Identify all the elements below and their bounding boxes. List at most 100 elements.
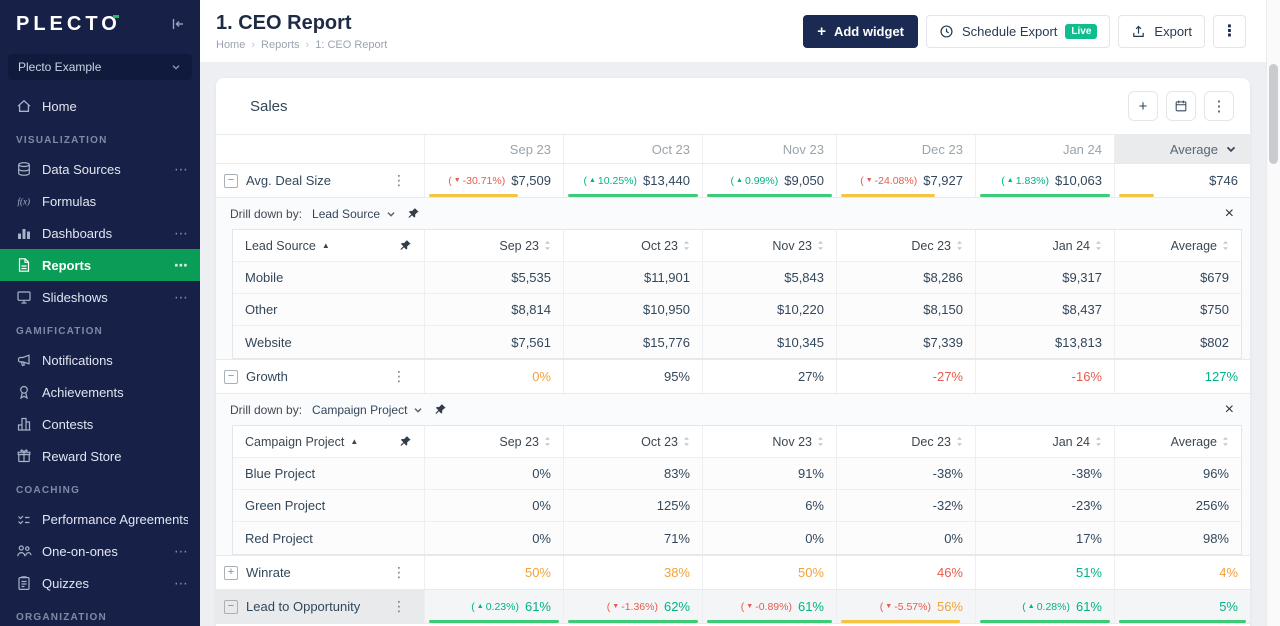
column-header-average[interactable]: Average — [1115, 135, 1250, 163]
badge-open-paren: ( — [1022, 601, 1026, 613]
item-options-icon[interactable]: ⋯ — [174, 162, 188, 176]
sidebar-item-data-sources[interactable]: Data Sources ⋯ — [0, 153, 200, 185]
drilldown-value-cell: 125% — [564, 490, 703, 521]
kebab-icon[interactable]: ⋮ — [392, 172, 416, 189]
sidebar-item-dashboards[interactable]: Dashboards⋯ — [0, 217, 200, 249]
drilldown-column-header-sep-23[interactable]: Sep 23 — [425, 426, 564, 457]
drilldown-column-header-dec-23[interactable]: Dec 23 — [837, 230, 976, 261]
sidebar-collapse-icon[interactable] — [170, 16, 186, 32]
drilldown-column-header-average[interactable]: Average — [1115, 426, 1241, 457]
drilldown-select[interactable]: Lead Source — [312, 207, 397, 221]
drilldown-column-header-nov-23[interactable]: Nov 23 — [703, 230, 837, 261]
sidebar-item-one-on-ones[interactable]: One-on-ones ⋯ — [0, 535, 200, 567]
breadcrumb-item[interactable]: Home — [216, 39, 245, 51]
column-header-sep-23[interactable]: Sep 23 — [425, 135, 564, 163]
add-widget-button[interactable]: +Add widget — [803, 15, 918, 48]
item-options-icon[interactable]: ⋯ — [174, 576, 188, 590]
reward-store-icon — [16, 448, 32, 464]
sidebar-item-label: One-on-ones — [42, 544, 118, 559]
metric-value-cell: 50% — [703, 556, 837, 589]
metric-value: 38% — [664, 565, 690, 580]
widget-plus-button[interactable]: + — [1128, 91, 1158, 121]
pin-icon[interactable] — [399, 435, 412, 448]
kebab-icon[interactable]: ⋮ — [392, 598, 416, 615]
drilldown-column-header-nov-23[interactable]: Nov 23 — [703, 426, 837, 457]
pin-icon[interactable] — [407, 207, 420, 220]
drilldown-column-header-jan-24[interactable]: Jan 24 — [976, 426, 1115, 457]
kebab-icon[interactable]: ⋮ — [392, 564, 416, 581]
widget-kebab-button[interactable]: ⋮ — [1204, 91, 1234, 121]
sidebar-item-notifications[interactable]: Notifications — [0, 344, 200, 376]
sidebar-item-quizzes[interactable]: Quizzes⋯ — [0, 567, 200, 599]
drilldown-column-header-jan-24[interactable]: Jan 24 — [976, 230, 1115, 261]
arrow-up-icon: ▲ — [736, 177, 743, 184]
sidebar-item-reports[interactable]: Reports⋯ — [0, 249, 200, 281]
more-options-button[interactable]: ⋮ — [1213, 15, 1246, 48]
workspace-selector[interactable]: Plecto Example — [8, 54, 192, 80]
change-badge: (▼ -5.57%) — [880, 601, 931, 613]
sidebar-item-slideshows[interactable]: Slideshows⋯ — [0, 281, 200, 313]
logo-text: PLECTO — [16, 13, 121, 35]
item-options-icon[interactable]: ⋯ — [174, 544, 188, 558]
drilldown-dimension-header[interactable]: Lead Source▲ — [233, 230, 425, 261]
drilldown-select[interactable]: Campaign Project — [312, 403, 424, 417]
sort-icon — [683, 436, 690, 447]
breadcrumb-item[interactable]: Reports — [261, 39, 300, 51]
sort-icon — [956, 240, 963, 251]
sidebar-item-achievements[interactable]: Achievements — [0, 376, 200, 408]
sidebar-item-contests[interactable]: Contests — [0, 408, 200, 440]
metric-label-cell[interactable]: −Avg. Deal Size⋮ — [216, 164, 425, 197]
column-header-dec-23[interactable]: Dec 23 — [837, 135, 976, 163]
drilldown-value-cell: $750 — [1115, 294, 1241, 325]
collapse-icon[interactable]: − — [224, 370, 238, 384]
scrollbar[interactable] — [1266, 0, 1280, 626]
progress-bar — [841, 194, 935, 197]
schedule-export-button[interactable]: Schedule ExportLive — [926, 15, 1110, 48]
sort-icon — [817, 240, 824, 251]
column-header-jan-24[interactable]: Jan 24 — [976, 135, 1115, 163]
expand-icon[interactable]: + — [224, 566, 238, 580]
button-label: Add widget — [834, 24, 904, 39]
drilldown-column-header-oct-23[interactable]: Oct 23 — [564, 230, 703, 261]
sidebar-item-label: Data Sources — [42, 162, 121, 177]
breadcrumb-item[interactable]: 1: CEO Report — [315, 39, 387, 51]
pin-icon[interactable] — [434, 403, 447, 416]
badge-percent: -30.71%) — [463, 175, 506, 187]
item-options-icon[interactable]: ⋯ — [174, 290, 188, 304]
close-icon[interactable]: × — [1225, 402, 1234, 418]
badge-percent: 0.23%) — [486, 601, 519, 613]
metric-value: 56% — [937, 599, 963, 614]
sidebar-item-reward-store[interactable]: Reward Store — [0, 440, 200, 472]
dimension-label: Lead Source — [245, 239, 316, 253]
metric-value-cell: 50% — [425, 556, 564, 589]
breadcrumb: Home›Reports›1: CEO Report — [216, 39, 387, 51]
collapse-icon[interactable]: − — [224, 174, 238, 188]
drilldown-column-header-sep-23[interactable]: Sep 23 — [425, 230, 564, 261]
widget-calendar-button[interactable] — [1166, 91, 1196, 121]
drilldown-dimension-header[interactable]: Campaign Project▲ — [233, 426, 425, 457]
column-header-nov-23[interactable]: Nov 23 — [703, 135, 837, 163]
scrollbar-thumb[interactable] — [1269, 64, 1278, 164]
kebab-icon[interactable]: ⋮ — [392, 368, 416, 385]
clock-icon — [939, 24, 954, 39]
item-options-icon[interactable]: ⋯ — [174, 226, 188, 240]
sidebar-item-label: Achievements — [42, 385, 124, 400]
pin-icon[interactable] — [399, 239, 412, 252]
drilldown-column-header-average[interactable]: Average — [1115, 230, 1241, 261]
metric-row-lead-to-opportunity: −Lead to Opportunity⋮(▲ 0.23%)61%(▼ -1.3… — [216, 590, 1250, 624]
sidebar-item-formulas[interactable]: f(x)Formulas — [0, 185, 200, 217]
sidebar-item-performance-agreements[interactable]: Performance Agreements — [0, 503, 200, 535]
column-header-oct-23[interactable]: Oct 23 — [564, 135, 703, 163]
export-button[interactable]: Export — [1118, 15, 1205, 48]
item-options-icon[interactable]: ⋯ — [174, 258, 188, 272]
collapse-icon[interactable]: − — [224, 600, 238, 614]
metric-row-winrate: +Winrate⋮50%38%50%46%51%4% — [216, 556, 1250, 590]
drilldown-value-cell: 0% — [425, 458, 564, 489]
metric-label-cell[interactable]: +Winrate⋮ — [216, 556, 425, 589]
metric-label-cell[interactable]: −Lead to Opportunity⋮ — [216, 590, 425, 623]
drilldown-column-header-dec-23[interactable]: Dec 23 — [837, 426, 976, 457]
close-icon[interactable]: × — [1225, 206, 1234, 222]
sidebar-item-home[interactable]: Home — [0, 90, 200, 122]
drilldown-column-header-oct-23[interactable]: Oct 23 — [564, 426, 703, 457]
metric-label-cell[interactable]: −Growth⋮ — [216, 360, 425, 393]
